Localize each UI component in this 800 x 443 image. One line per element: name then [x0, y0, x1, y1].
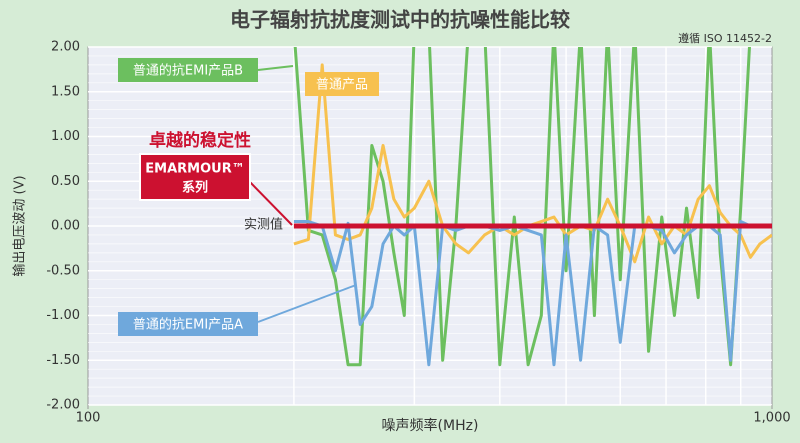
- x-tick-label: 100: [76, 411, 101, 426]
- y-tick-label: 1.50: [51, 84, 80, 99]
- series-label: 普通的抗EMI产品A: [133, 317, 243, 333]
- callout-box: [305, 72, 379, 96]
- series-label: 普通产品: [316, 78, 368, 93]
- callout-box: [118, 58, 258, 82]
- y-tick-label: 2.00: [51, 40, 80, 55]
- series-line: [293, 63, 772, 264]
- y-tick-label: -1.00: [46, 308, 80, 323]
- y-tick-label: -2.00: [46, 398, 80, 413]
- callout-box: [118, 312, 258, 336]
- series-label: 普通的抗EMI产品B: [133, 63, 243, 79]
- series-line: [293, 47, 751, 367]
- series-label: EMARMOUR™: [145, 162, 244, 177]
- series-label: 系列: [182, 180, 208, 196]
- subtitle: 遵循 ISO 11452-2: [678, 31, 772, 45]
- annotations: 普通的抗EMI产品B 普通产品 普通的抗EMI产品A 卓越的稳定性 EMARMO…: [118, 58, 379, 336]
- callout-line: [247, 179, 293, 226]
- callout-line: [257, 284, 357, 323]
- y-tick-label: 0.50: [51, 174, 80, 189]
- chart-title: 电子辐射抗扰度测试中的抗噪性能比较: [230, 8, 570, 32]
- callout-box: [139, 153, 251, 201]
- y-tick-label: 0.00: [51, 219, 80, 234]
- x-axis-label: 噪声频率(MHz): [382, 417, 479, 434]
- x-tick-label: 1,000: [753, 411, 790, 426]
- callout-line: [257, 65, 294, 71]
- measured-label: 实测值: [244, 217, 283, 233]
- lines: [293, 47, 772, 367]
- y-tick-label: 1.00: [51, 129, 80, 144]
- highlight-label: 卓越的稳定性: [149, 130, 251, 151]
- y-tick-label: -1.50: [46, 353, 80, 368]
- y-axis-label: 输出电压波动 (V): [12, 175, 28, 276]
- y-tick-label: -0.50: [46, 263, 80, 278]
